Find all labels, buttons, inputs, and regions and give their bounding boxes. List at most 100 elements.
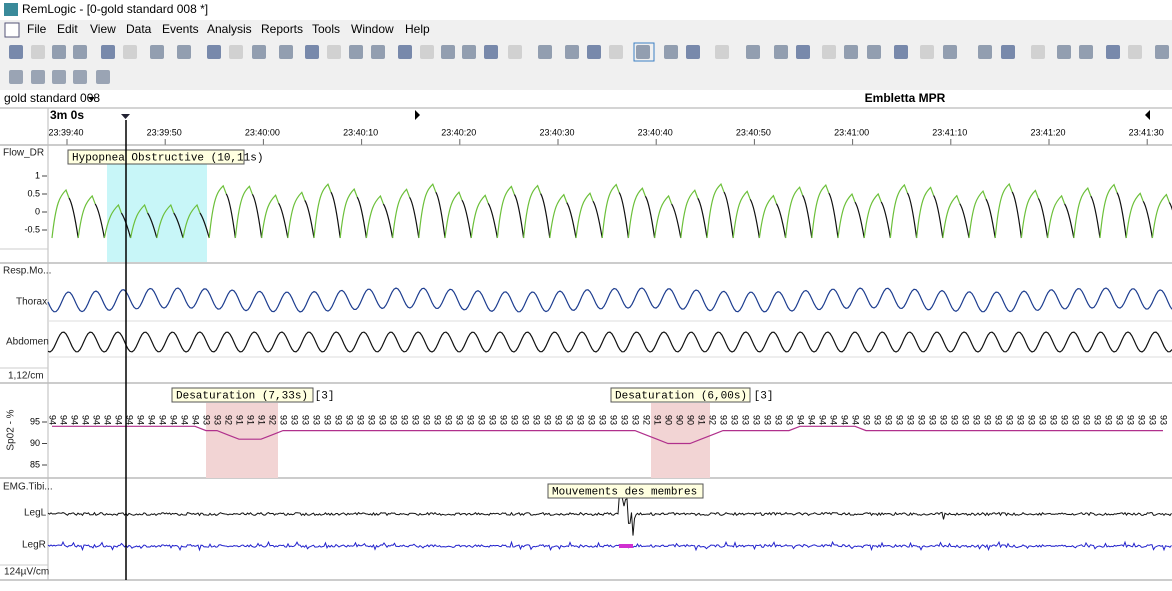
scale-label: -0.5	[24, 224, 40, 234]
spo2-reading: 91	[235, 415, 245, 425]
menu-item[interactable]: Data	[126, 22, 152, 36]
spo2-reading: 93	[1071, 415, 1081, 425]
spo2-reading: 93	[950, 415, 960, 425]
toolbar-button[interactable]	[207, 45, 221, 59]
spo2-reading: 93	[532, 415, 542, 425]
event-label: Hypopnea Obstructive (10,11s)	[72, 152, 263, 164]
toolbar-button[interactable]	[52, 45, 66, 59]
toolbar-button[interactable]	[73, 70, 87, 84]
toolbar-button[interactable]	[636, 45, 650, 59]
toolbar-button[interactable]	[279, 45, 293, 59]
toolbar-button[interactable]	[327, 45, 341, 59]
spo2-reading: 93	[785, 415, 795, 425]
toolbar-button[interactable]	[920, 45, 934, 59]
menu-item[interactable]: Analysis	[207, 22, 252, 36]
toolbar-button[interactable]	[867, 45, 881, 59]
scale-label: 124µV/cm	[4, 567, 49, 578]
menu-item[interactable]: Help	[405, 22, 430, 36]
spo2-reading: 91	[246, 415, 256, 425]
spo2-reading: 93	[983, 415, 993, 425]
time-label: 23:39:50	[147, 127, 182, 137]
toolbar-button[interactable]	[686, 45, 700, 59]
toolbar-button[interactable]	[1001, 45, 1015, 59]
spo2-reading: 93	[312, 415, 322, 425]
toolbar-button[interactable]	[9, 70, 23, 84]
toolbar-button[interactable]	[609, 45, 623, 59]
toolbar-button[interactable]	[978, 45, 992, 59]
spo2-reading: 92	[708, 415, 718, 425]
toolbar-button[interactable]	[441, 45, 455, 59]
toolbar-button[interactable]	[774, 45, 788, 59]
toolbar-button[interactable]	[943, 45, 957, 59]
spo2-reading: 93	[1093, 415, 1103, 425]
toolbar-button[interactable]	[1106, 45, 1120, 59]
menu-item[interactable]: Edit	[57, 22, 78, 36]
event-label: Desaturation (7,33s) [3]	[176, 390, 334, 402]
toolbar-button[interactable]	[844, 45, 858, 59]
spo2-reading: 93	[917, 415, 927, 425]
toolbar-button[interactable]	[1155, 45, 1169, 59]
spo2-reading: 93	[928, 415, 938, 425]
toolbar-button[interactable]	[664, 45, 678, 59]
toolbar-button[interactable]	[587, 45, 601, 59]
toolbar-button[interactable]	[484, 45, 498, 59]
toolbar-button[interactable]	[150, 45, 164, 59]
toolbar-button[interactable]	[252, 45, 266, 59]
menu-item[interactable]: Window	[351, 22, 394, 36]
toolbar-button[interactable]	[822, 45, 836, 59]
spo2-reading: 93	[1104, 415, 1114, 425]
legr-marker	[619, 544, 633, 548]
channel-label: Sp02 - %	[6, 409, 17, 450]
spo2-reading: 93	[1049, 415, 1059, 425]
toolbar-button[interactable]	[101, 45, 115, 59]
toolbar-button[interactable]	[229, 45, 243, 59]
toolbar-button[interactable]	[123, 45, 137, 59]
spo2-reading: 93	[862, 415, 872, 425]
toolbar-button[interactable]	[796, 45, 810, 59]
spo2-reading: 93	[587, 415, 597, 425]
channel-label: Flow_DR	[3, 148, 44, 159]
document-name[interactable]: gold standard 008	[4, 91, 100, 105]
toolbar-button[interactable]	[894, 45, 908, 59]
toolbar-button[interactable]	[371, 45, 385, 59]
toolbar-button[interactable]	[349, 45, 363, 59]
toolbar-button[interactable]	[1057, 45, 1071, 59]
scale-label: 95	[30, 416, 40, 426]
spo2-reading: 93	[939, 415, 949, 425]
spo2-reading: 93	[741, 415, 751, 425]
toolbar-button[interactable]	[462, 45, 476, 59]
menu-item[interactable]: Reports	[261, 22, 303, 36]
spo2-reading: 93	[466, 415, 476, 425]
menu-item[interactable]: Tools	[312, 22, 340, 36]
toolbar-button[interactable]	[715, 45, 729, 59]
toolbar-button[interactable]	[1079, 45, 1093, 59]
menu-item[interactable]: Events	[162, 22, 199, 36]
spo2-reading: 92	[642, 415, 652, 425]
toolbar-button[interactable]	[9, 45, 23, 59]
spo2-reading: 93	[202, 415, 212, 425]
toolbar-button[interactable]	[1128, 45, 1142, 59]
toolbar-button[interactable]	[305, 45, 319, 59]
toolbar-button[interactable]	[420, 45, 434, 59]
toolbar-button[interactable]	[52, 70, 66, 84]
toolbar-button[interactable]	[177, 45, 191, 59]
spo2-reading: 93	[213, 415, 223, 425]
toolbar-button[interactable]	[1031, 45, 1045, 59]
toolbar-button[interactable]	[398, 45, 412, 59]
spo2-reading: 91	[257, 415, 267, 425]
menu-item[interactable]: File	[27, 22, 47, 36]
menu-item[interactable]: View	[90, 22, 116, 36]
window-title: RemLogic - [0-gold standard 008 *]	[22, 2, 208, 16]
spo2-reading: 93	[323, 415, 333, 425]
toolbar-button[interactable]	[73, 45, 87, 59]
toolbar-button[interactable]	[31, 70, 45, 84]
toolbar-button[interactable]	[96, 70, 110, 84]
trace-label: LegL	[24, 508, 47, 519]
toolbar-button[interactable]	[538, 45, 552, 59]
toolbar-button[interactable]	[746, 45, 760, 59]
event-label: Desaturation (6,00s) [3]	[615, 390, 773, 402]
time-label: 23:41:20	[1030, 127, 1065, 137]
toolbar-button[interactable]	[31, 45, 45, 59]
toolbar-button[interactable]	[565, 45, 579, 59]
toolbar-button[interactable]	[508, 45, 522, 59]
